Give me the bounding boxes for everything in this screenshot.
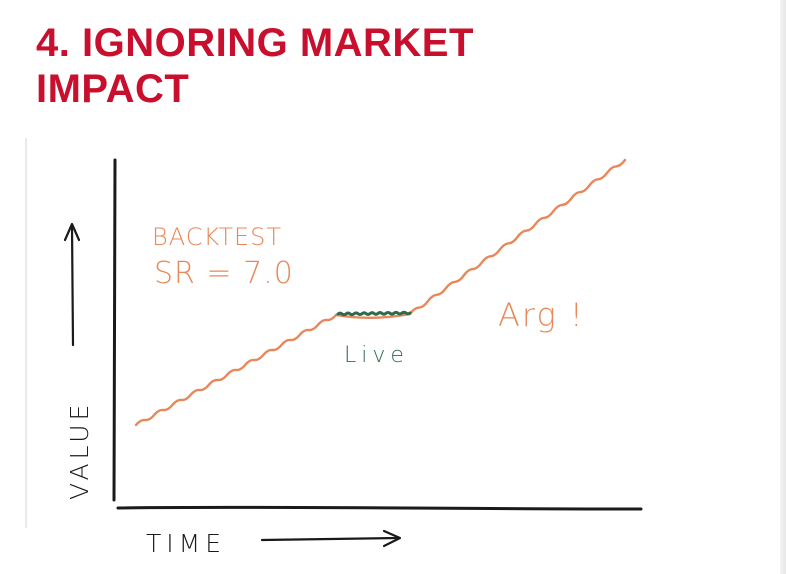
sharpe-ratio-label: SR = 7.0 [154,256,294,291]
x-axis [116,505,643,511]
slide-edge [780,0,786,574]
title-line-1: 4. IGNORING MARKET [36,21,474,65]
arg-exclamation: Arg ! [498,296,585,334]
backtest-label: BACKTEST [152,223,282,251]
title-line-2: IMPACT [36,67,190,111]
y-axis-label: VALUE [65,401,94,500]
backtest-curve [134,158,627,427]
live-segment [336,310,412,317]
y-axis [112,158,117,502]
slide-title: 4. IGNORING MARKET IMPACT [36,20,474,112]
x-axis-label: TIME [146,529,226,558]
live-label: Live [344,343,409,368]
y-axis-arrow [63,222,81,347]
x-axis-arrow [260,529,402,548]
